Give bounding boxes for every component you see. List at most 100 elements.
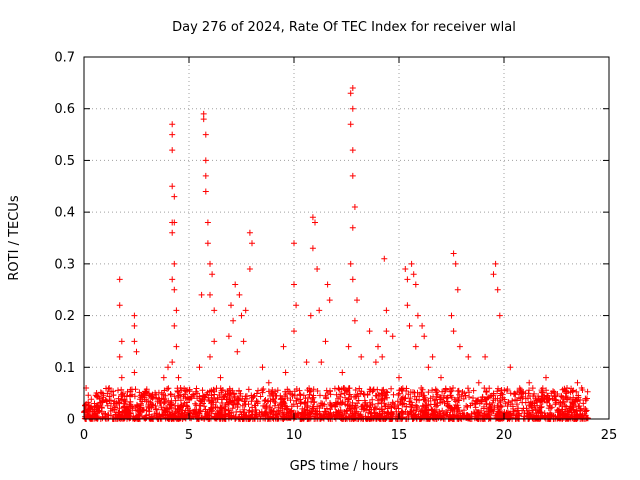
data-point xyxy=(349,224,356,231)
data-point xyxy=(324,281,331,288)
data-point xyxy=(169,147,176,154)
data-point xyxy=(173,307,180,314)
data-point xyxy=(490,271,497,278)
data-point xyxy=(131,369,138,376)
data-point xyxy=(410,271,417,278)
data-point xyxy=(375,343,381,350)
data-point xyxy=(171,219,178,226)
data-point xyxy=(202,172,209,179)
y-tick-label: 0.1 xyxy=(54,361,75,376)
data-point xyxy=(475,379,482,386)
baseline-point-cloud xyxy=(81,385,591,422)
data-point xyxy=(412,281,419,288)
data-point xyxy=(564,385,570,391)
data-point xyxy=(169,121,176,128)
data-point xyxy=(242,307,249,314)
data-point xyxy=(118,374,125,381)
data-point xyxy=(171,286,178,293)
data-point xyxy=(202,188,209,195)
y-tick-label: 0.2 xyxy=(54,309,75,324)
data-point xyxy=(116,302,123,309)
data-point xyxy=(118,338,125,345)
data-point xyxy=(574,379,581,386)
data-point xyxy=(236,291,243,298)
data-point xyxy=(232,281,239,288)
data-point xyxy=(414,312,421,319)
data-point xyxy=(116,353,123,360)
data-point xyxy=(160,374,167,381)
data-point xyxy=(169,276,176,283)
data-point xyxy=(349,276,356,283)
data-point xyxy=(133,348,140,355)
data-point xyxy=(526,379,533,386)
data-point xyxy=(259,364,266,371)
data-point xyxy=(303,359,310,366)
data-point xyxy=(347,121,354,128)
data-point xyxy=(240,338,247,345)
data-point xyxy=(282,369,289,376)
data-point xyxy=(316,307,323,314)
data-point xyxy=(177,385,184,391)
data-point xyxy=(349,105,356,112)
data-point xyxy=(106,385,113,391)
data-point xyxy=(482,353,489,360)
data-point xyxy=(309,245,316,252)
data-point xyxy=(345,343,352,350)
data-point xyxy=(307,312,314,319)
data-point xyxy=(169,359,176,366)
data-point xyxy=(421,333,428,340)
data-point xyxy=(412,343,419,350)
data-point xyxy=(291,328,297,335)
data-point xyxy=(372,359,379,366)
x-tick-label: 25 xyxy=(601,428,618,443)
grid xyxy=(84,57,609,419)
x-tick-label: 0 xyxy=(80,428,88,443)
data-point xyxy=(314,266,321,272)
y-tick-label: 0 xyxy=(67,413,75,428)
data-point xyxy=(379,353,386,360)
data-point xyxy=(326,297,333,304)
data-point xyxy=(293,302,300,309)
data-point xyxy=(389,333,396,340)
data-point xyxy=(492,260,499,267)
data-point xyxy=(450,250,457,257)
data-point xyxy=(246,266,253,272)
data-point xyxy=(452,260,459,267)
data-point xyxy=(578,385,585,391)
data-point xyxy=(171,193,178,200)
data-point xyxy=(450,328,457,335)
data-point xyxy=(230,317,237,324)
data-point xyxy=(202,131,209,138)
y-tick-label: 0.5 xyxy=(54,154,75,169)
data-point xyxy=(131,322,138,329)
data-point xyxy=(165,364,171,371)
data-point xyxy=(494,286,501,293)
data-point xyxy=(202,157,209,164)
data-point xyxy=(116,276,123,283)
data-point xyxy=(404,276,411,283)
data-point xyxy=(402,266,409,272)
x-tick-label: 10 xyxy=(286,428,303,443)
data-point xyxy=(217,374,224,381)
data-point xyxy=(349,85,356,91)
data-point xyxy=(454,286,461,293)
data-point xyxy=(175,374,182,381)
data-point xyxy=(366,328,373,335)
data-point xyxy=(169,229,176,236)
data-point xyxy=(291,281,297,288)
data-point xyxy=(204,240,211,247)
y-tick-label: 0.6 xyxy=(54,102,75,117)
data-point xyxy=(265,379,272,386)
data-point xyxy=(312,219,318,226)
data-point xyxy=(228,302,234,309)
x-tick-label: 5 xyxy=(185,428,193,443)
data-point xyxy=(381,255,388,262)
data-point xyxy=(171,322,178,329)
data-point xyxy=(465,353,472,360)
data-point xyxy=(419,322,426,329)
data-point xyxy=(309,214,316,221)
data-point xyxy=(225,333,232,340)
data-point xyxy=(209,271,216,278)
data-point xyxy=(322,338,329,345)
